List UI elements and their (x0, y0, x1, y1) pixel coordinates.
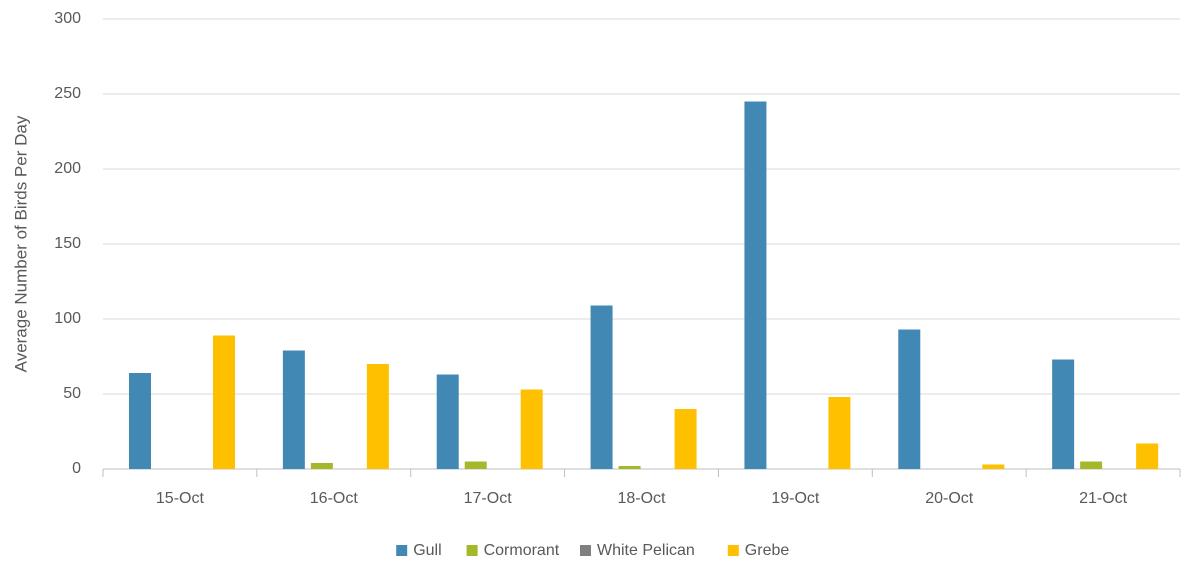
legend-swatch (466, 545, 478, 556)
legend-label: Cormorant (484, 542, 560, 559)
bar (310, 463, 333, 469)
bar (898, 329, 921, 469)
x-tick-label: 19-Oct (771, 490, 820, 507)
legend-label: White Pelican (597, 542, 695, 559)
legend-swatch (727, 545, 739, 556)
legend-label: Gull (413, 542, 441, 559)
y-tick-label: 250 (54, 85, 81, 102)
y-tick-label: 300 (54, 10, 81, 27)
y-tick-label: 0 (72, 460, 81, 477)
bar (828, 397, 851, 469)
legend-label: Grebe (745, 542, 790, 559)
bar (366, 364, 389, 469)
bar (1052, 359, 1075, 469)
bar (982, 464, 1005, 469)
y-axis-label: Average Number of Birds Per Day (11, 115, 30, 372)
x-tick-label: 21-Oct (1079, 490, 1128, 507)
bar (618, 466, 641, 469)
x-tick-label: 18-Oct (617, 490, 666, 507)
x-tick-label: 17-Oct (464, 490, 513, 507)
bar (436, 374, 459, 469)
y-tick-label: 50 (63, 385, 81, 402)
bar (674, 409, 697, 469)
x-tick-label: 16-Oct (310, 490, 359, 507)
legend-swatch (580, 545, 591, 556)
y-tick-label: 100 (54, 310, 81, 327)
bar (1080, 461, 1103, 469)
y-tick-label: 200 (54, 160, 81, 177)
bar (744, 101, 767, 469)
legend-swatch (396, 545, 408, 556)
bar (590, 305, 613, 469)
bar (129, 373, 151, 469)
bar (520, 389, 543, 469)
y-tick-label: 150 (54, 235, 81, 252)
bar (1136, 443, 1159, 469)
bar (282, 350, 305, 469)
bar (464, 461, 487, 469)
x-tick-label: 20-Oct (925, 490, 974, 507)
bar (213, 335, 235, 469)
x-tick-label: 15-Oct (156, 490, 205, 507)
